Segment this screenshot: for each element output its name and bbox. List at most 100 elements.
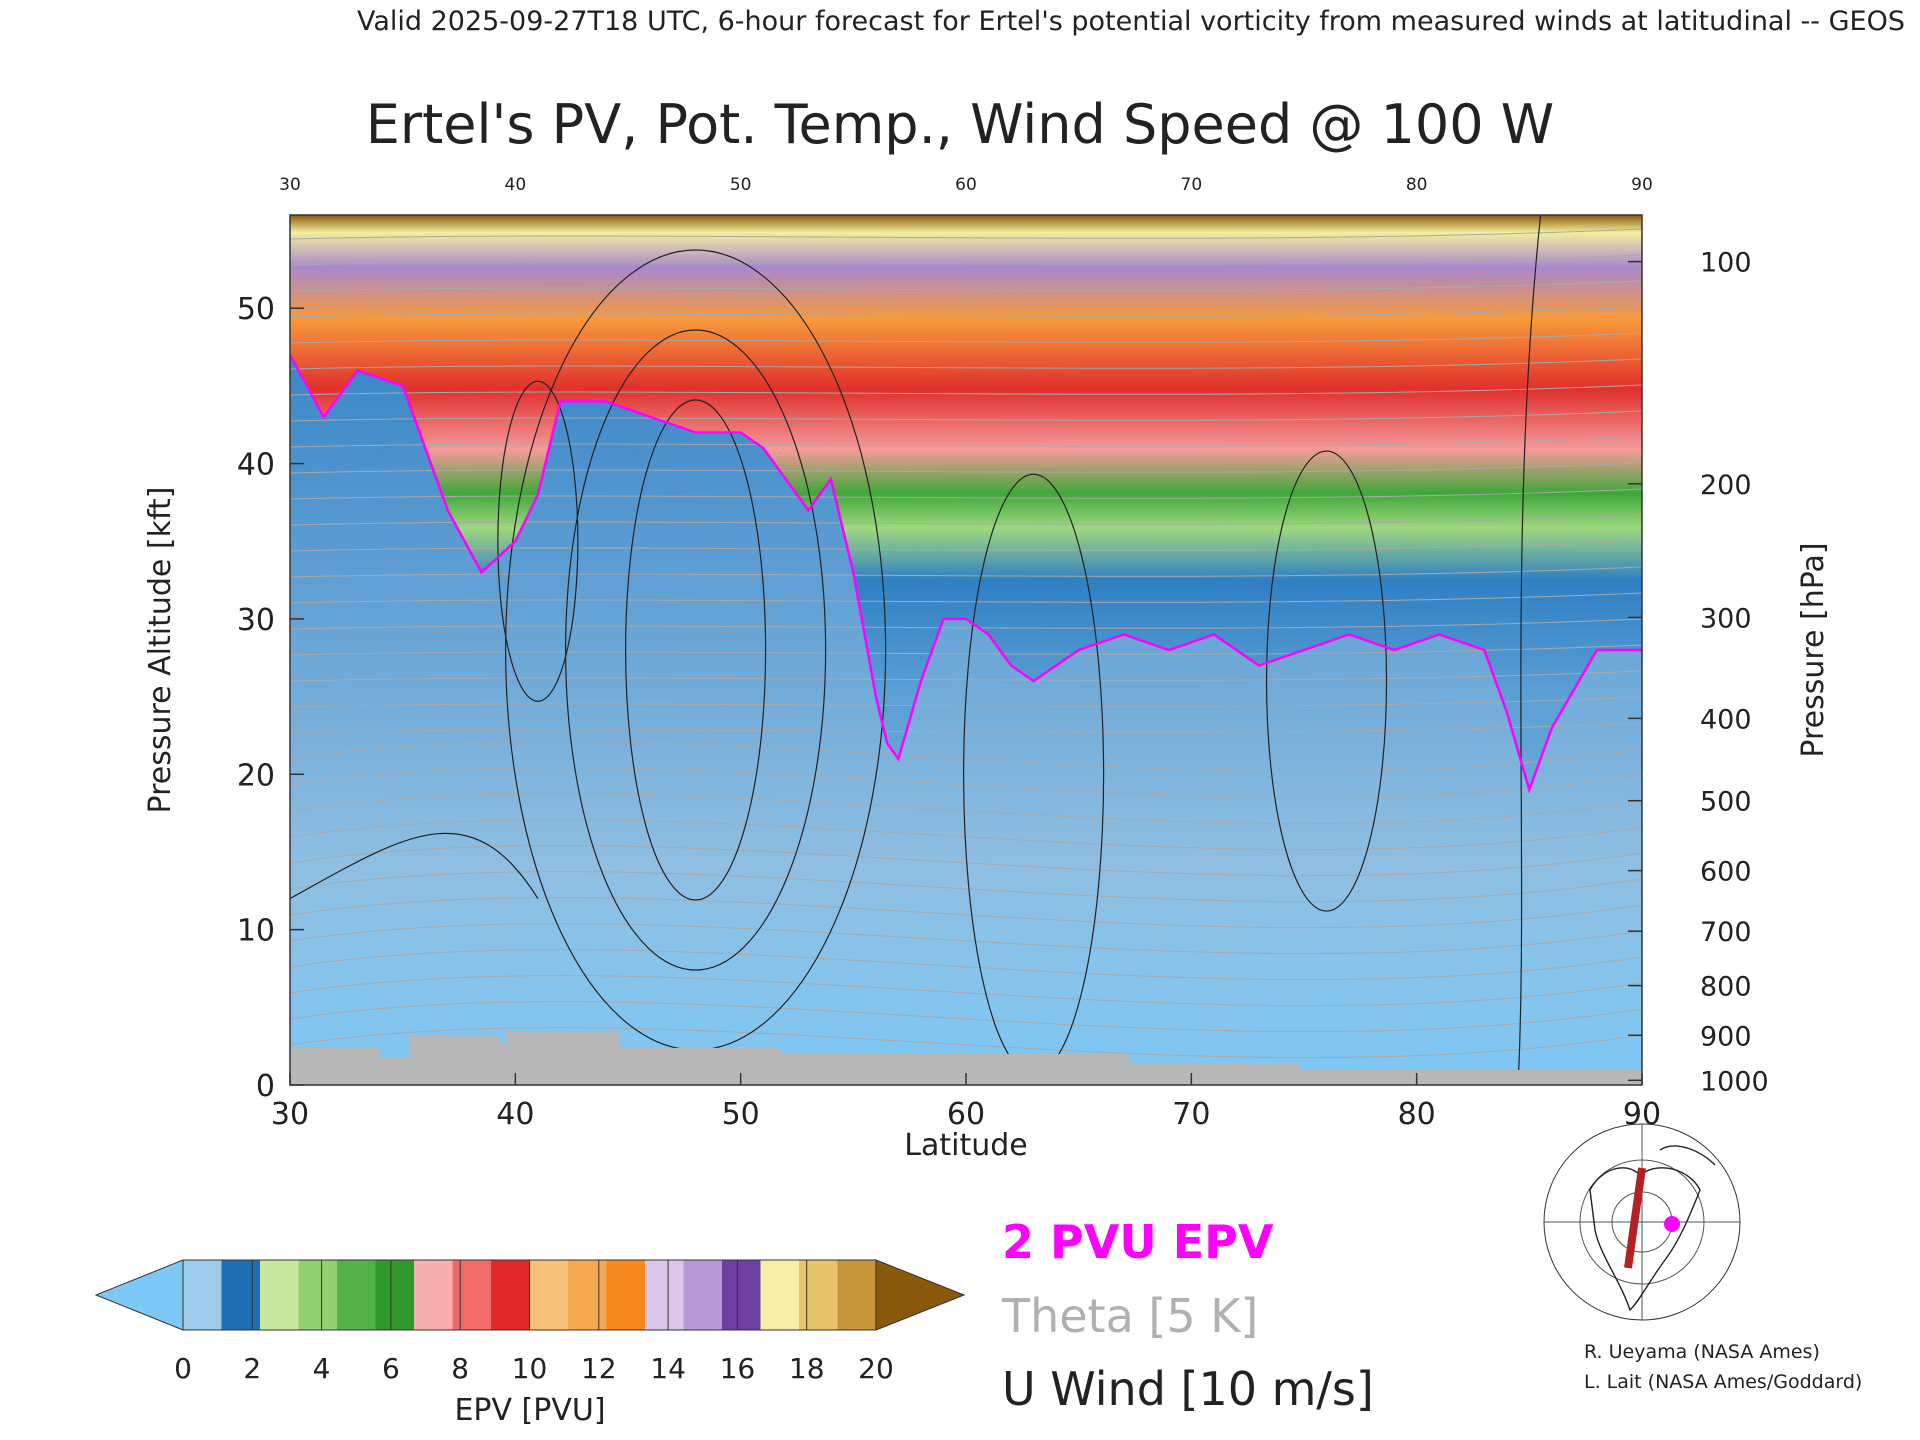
- colorbar-tick-label: 8: [451, 1352, 469, 1385]
- pressure-tick-label: 400: [1700, 704, 1752, 735]
- x-tick-label: 60: [947, 1097, 985, 1132]
- theta-contour: [290, 488, 1642, 500]
- y-tick-label: 50: [237, 292, 275, 327]
- colorbar-tick-label: 6: [382, 1352, 400, 1385]
- pressure-axis-label: Pressure [hPa]: [1796, 542, 1831, 757]
- x-tick-label: 40: [496, 1097, 534, 1132]
- u-wind-contour: [624, 399, 767, 901]
- pressure-tick-label: 500: [1700, 787, 1752, 818]
- colorbar-label: EPV [PVU]: [454, 1393, 605, 1428]
- theta-contour: [290, 228, 1642, 240]
- top-x-tick-label: 30: [279, 175, 301, 195]
- top-x-tick-label: 60: [955, 175, 977, 195]
- pressure-tick-label: 600: [1700, 857, 1752, 888]
- troposphere-low-pv-region: [290, 354, 1642, 1085]
- x-tick-label: 30: [271, 1097, 309, 1132]
- theta-contour: [290, 203, 1642, 213]
- colorbar-tick-label: 10: [512, 1352, 548, 1385]
- theta-contour: [290, 410, 1642, 422]
- theta-contour: [290, 332, 1642, 344]
- legend-theta: Theta [5 K]: [1001, 1289, 1258, 1343]
- theta-contour: [290, 254, 1642, 266]
- theta-contour: [290, 592, 1642, 604]
- colorbar-swatch: [452, 1260, 492, 1330]
- pressure-tick-label: 700: [1700, 917, 1752, 948]
- y-tick-label: 0: [256, 1069, 275, 1104]
- colorbar-swatch: [298, 1260, 338, 1330]
- theta-contour: [290, 767, 1642, 799]
- x-axis-ticks: 30 40 50 60 70 80 90: [271, 1073, 1661, 1132]
- colorbar-swatch: [414, 1260, 453, 1330]
- theta-contour: [290, 306, 1642, 318]
- x-tick-label: 70: [1172, 1097, 1210, 1132]
- theta-contour: [290, 819, 1642, 851]
- x-axis-label: Latitude: [904, 1128, 1027, 1163]
- u-wind-contour: [290, 832, 539, 900]
- valid-line: Valid 2025-09-27T18 UTC, 6-hour forecast…: [357, 6, 1905, 37]
- y-axis-label: Pressure Altitude [kft]: [143, 487, 178, 814]
- theta-contour: [290, 644, 1642, 656]
- top-x-axis-ticks: 30 40 50 60 70 80 90: [279, 175, 1653, 195]
- theta-contour: [290, 722, 1642, 734]
- theta-contour: [290, 923, 1642, 955]
- colorbar-swatch: [683, 1260, 723, 1330]
- theta-contour: [290, 741, 1642, 773]
- y-tick-label: 30: [237, 603, 275, 638]
- y-tick-label: 20: [237, 758, 275, 793]
- u-wind-contour: [1517, 215, 1542, 1085]
- u-wind-contour: [497, 380, 579, 702]
- continent-outline: [1659, 1145, 1716, 1166]
- credit-ueyama: R. Ueyama (NASA Ames): [1584, 1341, 1820, 1363]
- cross-section-track: [1624, 1167, 1646, 1269]
- chart-title: Ertel's PV, Pot. Temp., Wind Speed @ 100…: [366, 93, 1554, 156]
- y-axis-ticks: 0 10 20 30 40 50: [237, 292, 304, 1104]
- colorbar-swatch: [606, 1260, 646, 1330]
- colorbar-tick-label: 14: [650, 1352, 686, 1385]
- theta-contour: [290, 358, 1642, 370]
- theta-contour: [290, 1027, 1642, 1059]
- theta-contour: [290, 897, 1642, 929]
- colorbar-tick-label: 20: [858, 1352, 894, 1385]
- colorbar-tick-label: 18: [789, 1352, 825, 1385]
- x-tick-label: 80: [1398, 1097, 1436, 1132]
- theta-contour: [290, 793, 1642, 825]
- colorbar-tick-label: 2: [243, 1352, 261, 1385]
- u-wind-contour: [1265, 450, 1388, 912]
- colorbar-swatch: [568, 1260, 607, 1330]
- terrain: [290, 1032, 1642, 1085]
- theta-contour: [290, 384, 1642, 396]
- locator-map: [1543, 1123, 1741, 1321]
- theta-contours: [290, 203, 1642, 1059]
- colorbar-swatch: [183, 1260, 222, 1330]
- colorbar-swatch: [529, 1260, 569, 1330]
- theta-contour: [290, 871, 1642, 903]
- top-x-tick-label: 40: [505, 175, 527, 195]
- colorbar-tick-label: 0: [174, 1352, 192, 1385]
- legend-2pvu: 2 PVU EPV: [1002, 1215, 1274, 1269]
- colorbar-swatch: [722, 1260, 761, 1330]
- x-tick-label: 50: [722, 1097, 760, 1132]
- colorbar-tick-label: 12: [581, 1352, 617, 1385]
- legend-u-wind: U Wind [10 m/s]: [1002, 1362, 1374, 1416]
- colorbar-swatch: [221, 1260, 261, 1330]
- theta-contour: [290, 949, 1642, 981]
- theta-contour: [290, 436, 1642, 448]
- top-x-tick-label: 90: [1631, 175, 1653, 195]
- plot-area: [290, 203, 1642, 1085]
- top-x-tick-label: 50: [730, 175, 752, 195]
- continent-outline: [1589, 1167, 1701, 1312]
- theta-contour: [290, 696, 1642, 708]
- y-tick-label: 40: [237, 448, 275, 483]
- pressure-tick-label: 100: [1700, 248, 1752, 279]
- pressure-axis-ticks: 100 200 300 400 500 600 700 800 900 1000: [1628, 248, 1769, 1097]
- location-marker: [1664, 1216, 1680, 1232]
- colorbar: 0 2 4 6 8 10 12 14 16 18 20: [94, 1259, 966, 1385]
- credit-lait: L. Lait (NASA Ames/Goddard): [1584, 1371, 1862, 1393]
- colorbar-swatch: [375, 1260, 415, 1330]
- theta-contour: [290, 845, 1642, 877]
- theta-contour: [290, 670, 1642, 682]
- colorbar-over-arrow: [875, 1259, 966, 1331]
- top-x-tick-label: 70: [1181, 175, 1203, 195]
- theta-contour: [290, 462, 1642, 474]
